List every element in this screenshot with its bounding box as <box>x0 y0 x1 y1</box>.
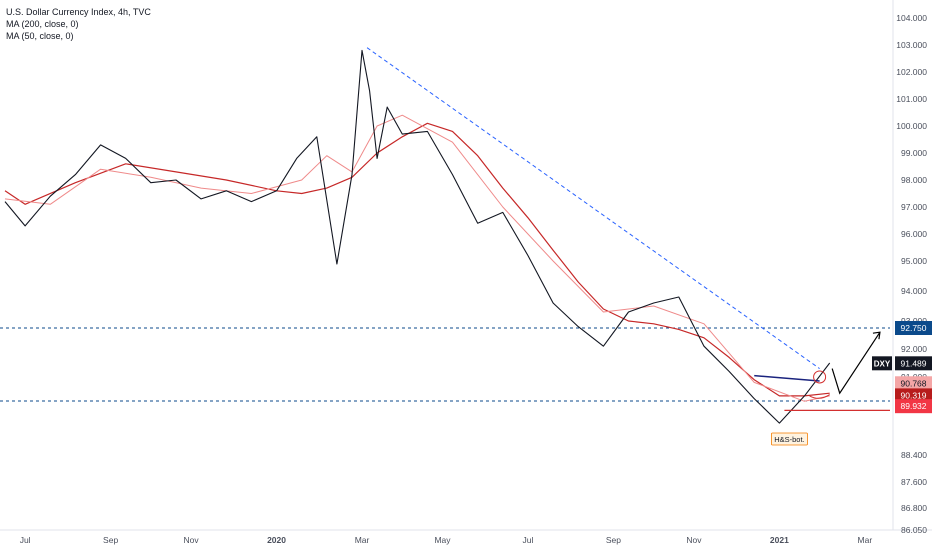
y-tick-label: 95.000 <box>901 256 927 266</box>
y-tick-label: 97.000 <box>901 202 927 212</box>
y-tick-label: 104.000 <box>896 13 927 23</box>
symbol-badge <box>872 356 892 371</box>
series-price-badge-text: 90.768 <box>901 378 927 388</box>
x-tick-label: Jul <box>20 535 31 545</box>
x-tick-label: Nov <box>686 535 702 545</box>
y-tick-label: 99.000 <box>901 148 927 158</box>
downtrend-line <box>366 47 820 370</box>
y-tick-label: 92.000 <box>901 344 927 354</box>
y-tick-label: 86.800 <box>901 503 927 513</box>
y-tick-label: 103.000 <box>896 40 927 50</box>
y-tick-label: 94.000 <box>901 286 927 296</box>
y-tick-label: 101.000 <box>896 94 927 104</box>
y-tick-label: 96.000 <box>901 229 927 239</box>
chart-legend: U.S. Dollar Currency Index, 4h, TVC MA (… <box>6 6 151 42</box>
level-price-badge-text: 92.750 <box>901 323 927 333</box>
neckline <box>754 374 820 382</box>
series-price-badge-text: 89.932 <box>901 401 927 411</box>
x-tick-label: 2020 <box>267 535 286 545</box>
series-price-badge-text: 90.319 <box>901 390 927 400</box>
x-tick-label: 2021 <box>770 535 789 545</box>
series-price-badge <box>895 388 932 403</box>
ma200-legend: MA (200, close, 0) <box>6 19 79 29</box>
retest-arc <box>809 394 830 399</box>
y-tick-label: 86.050 <box>901 525 927 535</box>
series-price-badge <box>895 356 932 371</box>
y-tick-label: 100.000 <box>896 121 927 131</box>
y-tick-label: 88.400 <box>901 450 927 460</box>
pattern-note-box <box>771 432 808 446</box>
series-price-badge <box>895 376 932 391</box>
symbol-badge-text: DXY <box>874 359 891 368</box>
x-tick-label: Mar <box>858 535 873 545</box>
y-tick-label: 102.000 <box>896 67 927 77</box>
chart-title: U.S. Dollar Currency Index, 4h, TVC <box>6 7 151 17</box>
price-series-line <box>4 49 831 424</box>
pattern-note-text: H&S-bot. <box>774 435 804 444</box>
level-price-badge <box>895 321 932 335</box>
x-tick-label: May <box>434 535 451 545</box>
x-tick-label: Jul <box>523 535 534 545</box>
ma50-series-line <box>4 114 830 402</box>
x-tick-label: Nov <box>184 535 200 545</box>
projection-arrow <box>831 331 881 395</box>
y-tick-label: 87.600 <box>901 477 927 487</box>
breakout-circle <box>813 370 827 384</box>
series-price-badge-text: 91.489 <box>901 358 927 368</box>
x-tick-label: Sep <box>606 535 621 545</box>
ma50-legend: MA (50, close, 0) <box>6 31 74 41</box>
arrow-head <box>872 331 881 340</box>
series-price-badge <box>895 399 932 414</box>
y-tick-label: 98.000 <box>901 175 927 185</box>
x-tick-label: Sep <box>103 535 118 545</box>
ma200-series-line <box>4 122 830 397</box>
x-tick-label: Mar <box>355 535 370 545</box>
